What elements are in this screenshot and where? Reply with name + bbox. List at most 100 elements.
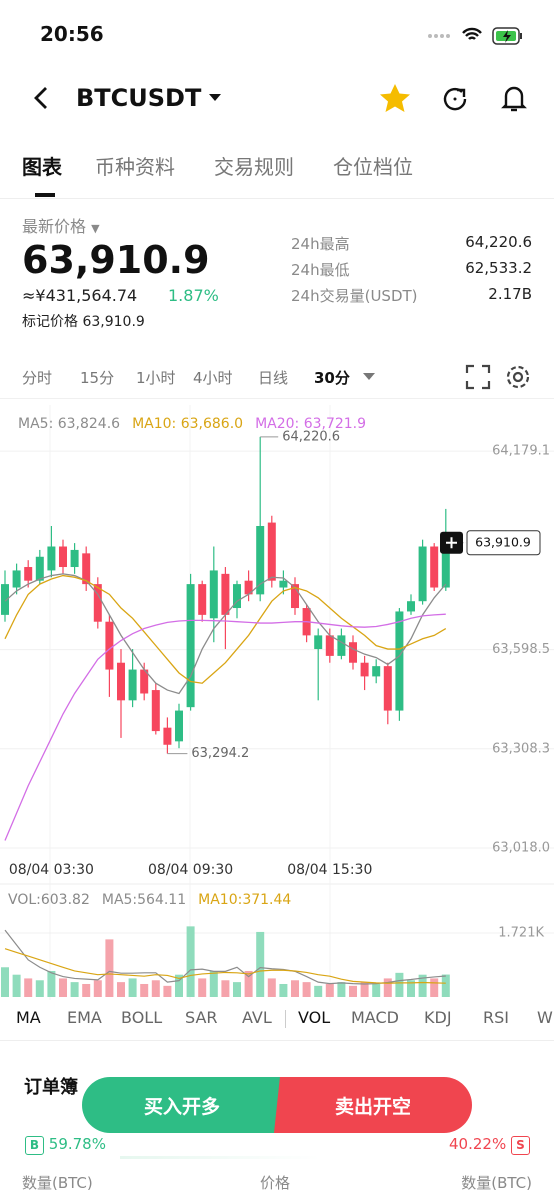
volume-bar bbox=[198, 978, 207, 997]
last-price-plus-icon bbox=[446, 537, 457, 549]
sell-ratio: 40.22% S bbox=[449, 1135, 530, 1155]
volume-bar bbox=[337, 982, 346, 997]
interval-option[interactable]: 日线 bbox=[258, 369, 289, 387]
mark-price-value: 63,910.9 bbox=[82, 314, 145, 330]
tab[interactable]: 交易规则 bbox=[214, 155, 294, 179]
buy-button-label: 买入开多 bbox=[143, 1095, 220, 1118]
price-label-text: 最新价格 bbox=[22, 217, 87, 236]
candle-body bbox=[233, 584, 241, 609]
tab[interactable]: 币种资料 bbox=[95, 155, 175, 179]
candle-body bbox=[117, 662, 125, 701]
candle-body bbox=[325, 635, 334, 656]
candle-body bbox=[209, 570, 218, 619]
interval-option[interactable]: 30分 bbox=[314, 369, 350, 387]
volume-bar bbox=[430, 978, 439, 997]
volume-bar bbox=[209, 970, 218, 997]
interval-option[interactable]: 分时 bbox=[22, 369, 53, 387]
volume-bar bbox=[441, 974, 450, 997]
indicator-tab[interactable]: W bbox=[537, 1008, 553, 1027]
stat-value: 64,220.6 bbox=[465, 233, 532, 251]
candle-body bbox=[140, 669, 149, 694]
tab[interactable]: 仓位档位 bbox=[333, 155, 413, 179]
indicator-tab[interactable]: RSI bbox=[483, 1008, 509, 1027]
volume-bar bbox=[1, 967, 9, 997]
candle-body bbox=[430, 546, 439, 588]
candle-body bbox=[383, 666, 392, 711]
volume-bar bbox=[267, 978, 276, 997]
divider bbox=[0, 1040, 554, 1041]
indicator-tab[interactable]: KDJ bbox=[424, 1008, 452, 1027]
stat-value: 62,533.2 bbox=[465, 259, 532, 277]
indicator-tab[interactable]: MA bbox=[16, 1008, 41, 1027]
candle-body bbox=[279, 580, 288, 588]
ma-line bbox=[4, 574, 447, 684]
candle-body bbox=[1, 584, 9, 615]
candle-body bbox=[47, 546, 56, 571]
volume-bar bbox=[221, 980, 230, 997]
volume-bar bbox=[314, 985, 323, 997]
legend-entry: MA10: 63,686.0 bbox=[132, 416, 243, 432]
interval-option[interactable]: 1小时 bbox=[136, 369, 176, 387]
volume-legend-entry: VOL:603.82 bbox=[8, 892, 90, 908]
indicator-tab[interactable]: EMA bbox=[67, 1008, 102, 1027]
volume-bar bbox=[383, 978, 392, 997]
indicator-tab[interactable]: SAR bbox=[185, 1008, 218, 1027]
y-tick-label: 64,179.1 bbox=[492, 444, 550, 459]
candle-body bbox=[360, 662, 369, 677]
volume-bar bbox=[395, 972, 404, 997]
volume-bar bbox=[302, 982, 311, 997]
price-label[interactable]: 最新价格 ▼ bbox=[22, 217, 100, 236]
tab[interactable]: 图表 bbox=[22, 155, 62, 179]
interval-option[interactable]: 4小时 bbox=[193, 369, 233, 387]
candle-body bbox=[12, 570, 21, 588]
stat-value: 2.17B bbox=[488, 285, 532, 303]
candle-body bbox=[35, 556, 44, 581]
volume-bar bbox=[418, 974, 427, 997]
ma-line bbox=[4, 613, 446, 841]
symbol-caret[interactable] bbox=[208, 92, 222, 104]
divider bbox=[0, 398, 554, 399]
alert-bell[interactable] bbox=[498, 82, 530, 114]
symbol[interactable]: BTCUSDT bbox=[76, 84, 202, 112]
favorite-star[interactable] bbox=[378, 82, 412, 114]
sell-button[interactable]: 卖出开空 bbox=[274, 1077, 472, 1133]
cny-price: ≈¥431,564.74 bbox=[22, 286, 138, 305]
volume-bar bbox=[12, 974, 21, 997]
buy-ratio: B 59.78% bbox=[25, 1135, 106, 1155]
indicator-separator bbox=[285, 1010, 286, 1028]
indicator-tab[interactable]: BOLL bbox=[121, 1008, 163, 1027]
candle-body bbox=[441, 542, 450, 588]
candle-body bbox=[314, 635, 323, 650]
volume-bar bbox=[105, 939, 114, 997]
sell-badge: S bbox=[511, 1136, 530, 1155]
x-tick-label: 08/04 15:30 bbox=[287, 862, 372, 878]
candle-body bbox=[105, 621, 114, 670]
candle-body bbox=[198, 584, 207, 615]
x-tick-label: 08/04 03:30 bbox=[9, 862, 94, 878]
indicator-tab[interactable]: MACD bbox=[351, 1008, 399, 1027]
interval-option[interactable]: 15分 bbox=[80, 369, 115, 387]
back-button[interactable] bbox=[30, 84, 54, 112]
volume-bar bbox=[128, 978, 137, 997]
fullscreen-button[interactable] bbox=[465, 364, 491, 390]
volume-bar bbox=[325, 983, 334, 997]
volume-bar bbox=[24, 978, 33, 997]
indicator-tab[interactable]: VOL bbox=[298, 1008, 331, 1027]
candle-body bbox=[418, 546, 427, 602]
ratio-bar bbox=[120, 1156, 320, 1159]
buy-button[interactable]: 买入开多 bbox=[82, 1077, 282, 1133]
order-book-title[interactable]: 订单簿 bbox=[24, 1077, 78, 1098]
indicator-tab[interactable]: AVL bbox=[242, 1008, 272, 1027]
interval-caret[interactable] bbox=[362, 371, 376, 383]
kline-chart: 64,179.1 63,598.5 63,308.3 63,018.0 08/04 03… bbox=[0, 405, 554, 1000]
volume-bar bbox=[360, 982, 369, 997]
candle-body bbox=[221, 573, 230, 615]
last-price-box bbox=[466, 530, 541, 556]
legend-entry: MA5: 63,824.6 bbox=[18, 416, 120, 432]
candle-body bbox=[59, 546, 67, 568]
settings-button[interactable] bbox=[504, 363, 532, 391]
candle-body bbox=[24, 567, 33, 581]
refresh-button[interactable] bbox=[440, 84, 470, 114]
legend-entry: MA20: 63,721.9 bbox=[255, 416, 366, 432]
